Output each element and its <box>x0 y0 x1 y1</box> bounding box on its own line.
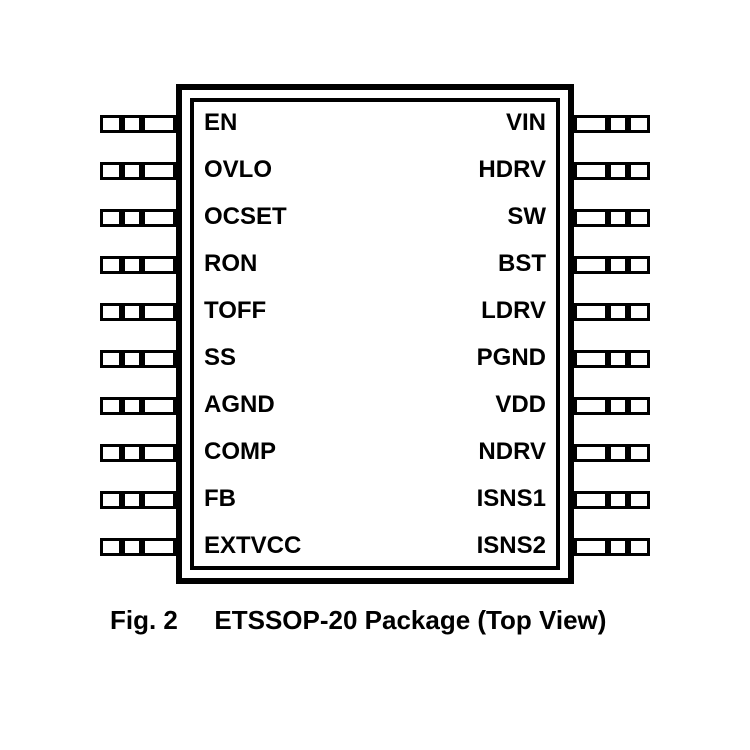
pin-lead-segment <box>574 397 608 415</box>
pin-label: VDD <box>495 391 546 419</box>
pin-lead-segment <box>574 162 608 180</box>
pin-lead-segment <box>100 350 122 368</box>
pin-lead-segment <box>122 350 142 368</box>
pin-lead-segment <box>122 115 142 133</box>
pin-lead-segment <box>142 115 176 133</box>
pin-label: SW <box>507 203 546 231</box>
figure-caption: Fig. 2 ETSSOP-20 Package (Top View) <box>110 605 606 636</box>
pin-lead-segment <box>628 162 650 180</box>
pin-lead-segment <box>628 397 650 415</box>
pin-lead-segment <box>608 209 628 227</box>
pin-label: ISNS1 <box>477 485 546 513</box>
pin-label: FB <box>204 485 236 513</box>
pin-lead-segment <box>628 303 650 321</box>
pin-lead-segment <box>122 538 142 556</box>
pin-label: PGND <box>477 344 546 372</box>
pin-lead-segment <box>100 444 122 462</box>
pin-label: TOFF <box>204 297 266 325</box>
pin-lead-segment <box>574 115 608 133</box>
pin-label: HDRV <box>478 156 546 184</box>
pin-lead-segment <box>628 444 650 462</box>
pin-lead-segment <box>628 209 650 227</box>
pin-lead-segment <box>100 538 122 556</box>
pin-lead-segment <box>628 491 650 509</box>
pin-lead-segment <box>142 397 176 415</box>
pin-lead-segment <box>574 209 608 227</box>
pin-lead-segment <box>122 491 142 509</box>
caption-prefix: Fig. 2 <box>110 605 178 635</box>
pin-lead-segment <box>608 303 628 321</box>
pin-lead-segment <box>574 350 608 368</box>
pin-lead-segment <box>122 256 142 274</box>
pin-lead-segment <box>142 162 176 180</box>
pin-lead-segment <box>608 256 628 274</box>
pin-label: AGND <box>204 391 275 419</box>
pin-lead-segment <box>608 350 628 368</box>
pin-lead-segment <box>122 397 142 415</box>
pin-lead-segment <box>122 303 142 321</box>
pin-label: RON <box>204 250 257 278</box>
pin-lead-segment <box>574 444 608 462</box>
pin-label: OCSET <box>204 203 287 231</box>
pin-lead-segment <box>122 162 142 180</box>
pin-lead-segment <box>574 538 608 556</box>
pin-lead-segment <box>574 256 608 274</box>
pin-lead-segment <box>100 209 122 227</box>
pin-lead-segment <box>142 256 176 274</box>
pin-lead-segment <box>122 444 142 462</box>
pin-lead-segment <box>122 209 142 227</box>
pin-lead-segment <box>142 350 176 368</box>
pin-lead-segment <box>142 303 176 321</box>
pin-label: EXTVCC <box>204 532 301 560</box>
pin-lead-segment <box>608 162 628 180</box>
pin-lead-segment <box>100 303 122 321</box>
pin-lead-segment <box>608 491 628 509</box>
pin-lead-segment <box>100 162 122 180</box>
pin-lead-segment <box>608 538 628 556</box>
pin-label: BST <box>498 250 546 278</box>
pin-lead-segment <box>608 115 628 133</box>
pin-label: LDRV <box>481 297 546 325</box>
pin-lead-segment <box>142 444 176 462</box>
pin-label: VIN <box>506 109 546 137</box>
pin-lead-segment <box>100 256 122 274</box>
pin-lead-segment <box>574 491 608 509</box>
pin-lead-segment <box>142 491 176 509</box>
pin-lead-segment <box>628 115 650 133</box>
pin-lead-segment <box>100 115 122 133</box>
pin-lead-segment <box>628 538 650 556</box>
pin-lead-segment <box>608 444 628 462</box>
pin-label: OVLO <box>204 156 272 184</box>
pin-label: ISNS2 <box>477 532 546 560</box>
pin-label: NDRV <box>478 438 546 466</box>
pin-lead-segment <box>100 491 122 509</box>
caption-text: ETSSOP-20 Package (Top View) <box>214 605 606 635</box>
pin-label: SS <box>204 344 236 372</box>
ic-pinout-diagram: EN OVLO OCSET RON TOFF SS AGND COMP FB EXTVCC VIN… <box>0 0 750 750</box>
pin-label: EN <box>204 109 237 137</box>
pin-lead-segment <box>142 209 176 227</box>
pin-lead-segment <box>100 397 122 415</box>
pin-lead-segment <box>628 350 650 368</box>
pin-lead-segment <box>628 256 650 274</box>
pin-lead-segment <box>574 303 608 321</box>
pin-lead-segment <box>142 538 176 556</box>
pin-label: COMP <box>204 438 276 466</box>
pin-lead-segment <box>608 397 628 415</box>
